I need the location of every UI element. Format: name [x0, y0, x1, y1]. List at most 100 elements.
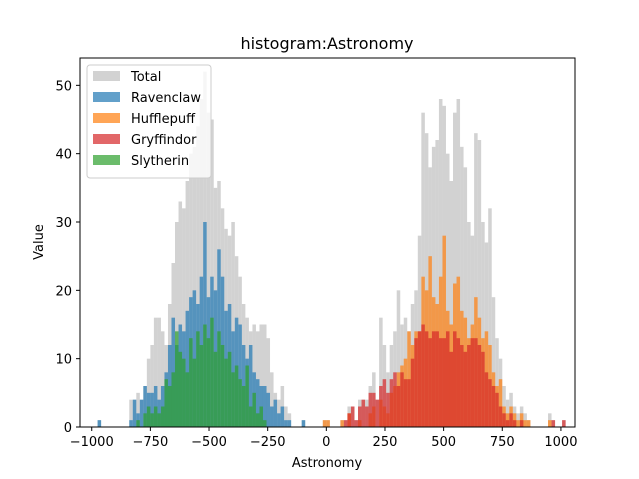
bar-slytherin: [185, 372, 190, 427]
bar-slytherin: [224, 358, 228, 427]
bar-total: [491, 297, 496, 427]
bar-ravenclaw: [270, 406, 274, 427]
bar-total: [129, 399, 133, 427]
bar-total: [438, 99, 443, 427]
y-axis-title: Value: [32, 224, 47, 260]
bar-gryffindor: [491, 386, 496, 427]
legend-swatch-ravenclaw: [93, 92, 120, 102]
bar-total: [435, 140, 439, 427]
bar-gryffindor: [400, 372, 404, 427]
bar-total: [199, 99, 204, 427]
bar-ravenclaw: [192, 290, 197, 427]
bar-slytherin: [238, 379, 242, 427]
bar-slytherin: [136, 420, 140, 427]
bar-slytherin: [199, 345, 204, 427]
bar-ravenclaw: [248, 345, 253, 427]
bar-gryffindor: [417, 331, 422, 427]
bar-gryffindor: [347, 413, 351, 427]
bar-gryffindor: [407, 379, 411, 427]
bar-total: [192, 146, 197, 427]
bar-gryffindor: [488, 379, 492, 427]
y-axis: 0 10 20 30 40 50: [55, 79, 80, 436]
bar-gryffindor: [512, 420, 517, 427]
bar-slytherin: [182, 358, 186, 427]
bar-hufflepuff: [322, 420, 327, 427]
bar-slytherin: [143, 413, 147, 427]
bar-slytherin: [248, 406, 253, 427]
bar-gryffindor: [354, 420, 358, 427]
bar-slytherin: [146, 406, 151, 427]
bar-total: [266, 338, 271, 427]
bar-gryffindor: [463, 351, 468, 427]
chart-title: histogram:Astronomy: [240, 34, 413, 53]
bar-total: [153, 317, 158, 427]
legend-label-hufflepuff: Hufflepuff: [131, 112, 196, 127]
bar-total: [270, 372, 274, 427]
bar-total: [481, 222, 485, 427]
bar-total: [255, 331, 260, 427]
x-tick-label: 0: [322, 435, 330, 450]
bar-slytherin: [227, 351, 232, 427]
bar-gryffindor: [428, 338, 432, 427]
bar-total: [284, 406, 288, 427]
bar-slytherin: [178, 351, 183, 427]
x-tick-label: −500: [191, 435, 227, 450]
bar-hufflepuff: [326, 420, 330, 427]
bar-ravenclaw: [284, 420, 288, 427]
bar-gryffindor: [442, 338, 446, 427]
bar-gryffindor: [562, 420, 566, 427]
bar-slytherin: [160, 406, 165, 427]
bar-total: [421, 112, 425, 428]
bar-total: [548, 413, 552, 427]
bar-total: [189, 153, 193, 428]
bar-total: [160, 331, 165, 427]
y-tick-label: 10: [55, 353, 72, 368]
bar-hufflepuff: [523, 420, 527, 427]
bar-slytherin: [150, 413, 154, 427]
x-tick-label: 750: [490, 435, 515, 450]
bar-ravenclaw: [150, 392, 154, 427]
bar-gryffindor: [368, 392, 373, 427]
bar-ravenclaw: [143, 386, 147, 427]
bar-slytherin: [255, 413, 260, 427]
bar-gryffindor: [481, 351, 485, 427]
bar-slytherin: [231, 372, 235, 427]
bar-gryffindor: [410, 358, 415, 427]
bar-ravenclaw: [262, 386, 267, 427]
bar-total: [453, 112, 457, 428]
bar-hufflepuff: [505, 413, 510, 427]
bar-gryffindor: [551, 420, 556, 427]
bar-gryffindor: [449, 351, 454, 427]
bar-slytherin: [217, 331, 221, 427]
bar-slytherin: [213, 351, 218, 427]
bar-gryffindor: [502, 413, 506, 427]
bar-total: [516, 413, 520, 427]
bar-gryffindor: [498, 406, 503, 427]
bar-slytherin: [206, 338, 211, 427]
bar-total: [210, 119, 214, 427]
bar-ravenclaw: [280, 406, 285, 427]
bar-ravenclaw: [185, 310, 190, 427]
bar-total: [287, 413, 292, 427]
x-axis: −1000 −750 −500 −250 0 250 500 750 1000: [70, 427, 577, 450]
x-tick-label: −250: [250, 435, 286, 450]
bar-total: [424, 133, 429, 428]
bar-gryffindor: [460, 345, 464, 427]
bar-slytherin: [157, 413, 161, 427]
x-tick-label: −750: [133, 435, 169, 450]
bar-gryffindor: [495, 392, 499, 427]
legend-swatch-total: [93, 71, 120, 81]
bar-total: [523, 413, 527, 427]
legend-label-ravenclaw: Ravenclaw: [131, 91, 201, 106]
bar-slytherin: [189, 338, 193, 427]
bar-total: [431, 146, 436, 427]
legend-swatch-slytherin: [93, 155, 120, 165]
bar-slytherin: [234, 365, 239, 427]
bar-gryffindor: [361, 399, 366, 427]
bar-gryffindor: [396, 386, 401, 427]
bar-total: [175, 222, 179, 427]
bar-hufflepuff: [498, 379, 503, 427]
bar-slytherin: [167, 386, 172, 427]
bar-hufflepuff: [519, 413, 524, 427]
